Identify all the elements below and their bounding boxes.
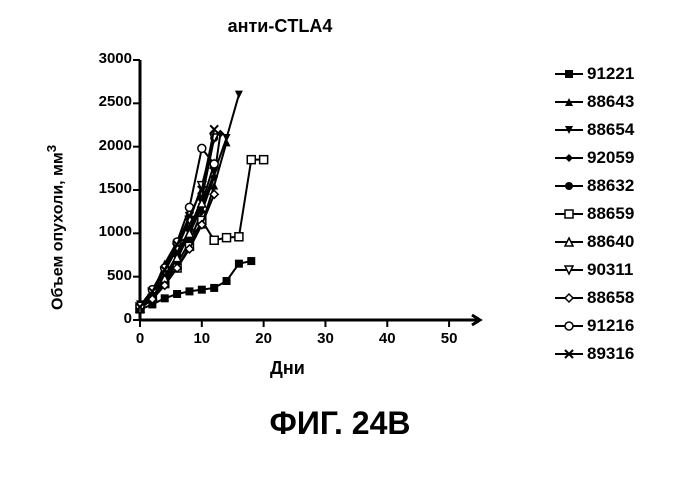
chart-title: анти-CTLA4 <box>0 16 560 37</box>
legend-label: 88659 <box>587 204 634 224</box>
x-tick-label: 10 <box>182 330 222 347</box>
legend-marker-diamond-filled <box>555 157 583 159</box>
x-tick-label: 0 <box>120 330 160 347</box>
y-tick-label: 3000 <box>82 50 132 67</box>
x-axis-label: Дни <box>270 358 305 379</box>
legend-marker-square-filled <box>555 73 583 75</box>
legend-item: 88640 <box>555 228 634 256</box>
legend-label: 88654 <box>587 120 634 140</box>
legend-item: 88658 <box>555 284 634 312</box>
legend-marker-triangle-down <box>555 129 583 131</box>
legend-marker-triangle-open <box>555 241 583 243</box>
chart-plot-area <box>110 40 510 340</box>
x-tick-label: 40 <box>367 330 407 347</box>
y-tick-label: 2000 <box>82 137 132 154</box>
legend-label: 91221 <box>587 64 634 84</box>
y-axis-label: Объем опухоли, мм3 <box>44 145 67 310</box>
legend-marker-diamond-open <box>555 297 583 299</box>
legend-label: 88658 <box>587 288 634 308</box>
legend-label: 90311 <box>587 260 633 280</box>
legend-item: 92059 <box>555 144 634 172</box>
x-tick-label: 50 <box>429 330 469 347</box>
y-tick-label: 1000 <box>82 223 132 240</box>
legend-marker-x <box>555 353 583 355</box>
legend-item: 89316 <box>555 340 634 368</box>
figure-label: ФИГ. 24B <box>0 405 680 442</box>
legend: 91221 88643 88654 92059 88632 88659 88640 90311… <box>555 60 634 368</box>
x-tick-label: 30 <box>305 330 345 347</box>
y-tick-label: 1500 <box>82 180 132 197</box>
y-tick-label: 0 <box>82 310 132 327</box>
legend-marker-circle-open <box>555 325 583 327</box>
legend-item: 88643 <box>555 88 634 116</box>
y-tick-label: 500 <box>82 267 132 284</box>
legend-item: 88654 <box>555 116 634 144</box>
legend-label: 89316 <box>587 344 634 364</box>
x-tick-label: 20 <box>244 330 284 347</box>
legend-item: 91221 <box>555 60 634 88</box>
legend-marker-triangle-down-open <box>555 269 583 271</box>
legend-marker-square-open <box>555 213 583 215</box>
legend-item: 88632 <box>555 172 634 200</box>
legend-marker-triangle-filled <box>555 101 583 103</box>
legend-label: 92059 <box>587 148 634 168</box>
legend-label: 88643 <box>587 92 634 112</box>
legend-item: 90311 <box>555 256 634 284</box>
legend-marker-circle-filled <box>555 185 583 187</box>
legend-item: 91216 <box>555 312 634 340</box>
legend-label: 88632 <box>587 176 634 196</box>
legend-label: 88640 <box>587 232 634 252</box>
legend-item: 88659 <box>555 200 634 228</box>
legend-label: 91216 <box>587 316 634 336</box>
y-tick-label: 2500 <box>82 93 132 110</box>
